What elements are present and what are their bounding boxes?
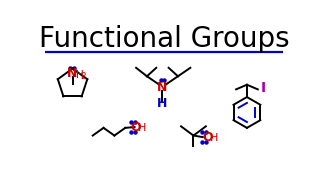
Text: N: N <box>68 68 78 80</box>
Text: I: I <box>260 81 266 95</box>
Text: H: H <box>157 98 168 111</box>
Text: O: O <box>202 131 213 144</box>
Text: H: H <box>76 70 84 80</box>
Text: H: H <box>210 133 219 143</box>
Text: N: N <box>157 80 168 94</box>
Text: 2: 2 <box>81 72 86 81</box>
Text: H: H <box>138 123 147 133</box>
Text: Functional Groups: Functional Groups <box>39 24 289 53</box>
Text: O: O <box>130 121 140 134</box>
